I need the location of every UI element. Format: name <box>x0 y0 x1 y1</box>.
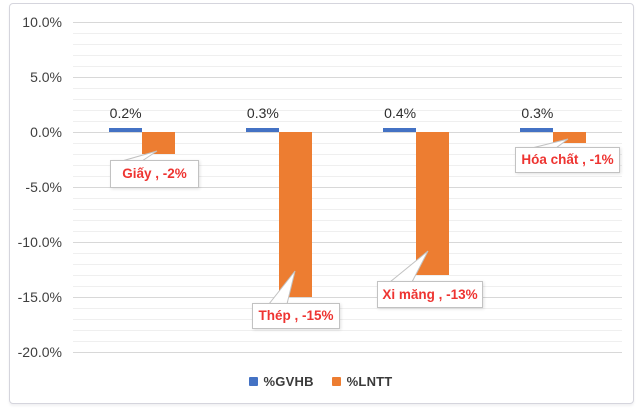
bar-lntt-giay <box>141 132 175 154</box>
bar-value-label-giay: 0.2% <box>109 105 142 121</box>
legend-item-gvhb: %GVHB <box>248 373 314 389</box>
bar-lntt-xi-mang <box>416 132 450 275</box>
gvhb-swatch-icon <box>248 376 258 386</box>
bar-lntt-hoa-chat <box>553 132 587 143</box>
legend-item-lntt: %LNTT <box>331 373 393 389</box>
y-tick-label: 0.0% <box>30 124 62 140</box>
bar-value-label-thep: 0.3% <box>246 105 279 121</box>
chart-frame <box>9 3 634 404</box>
bar-value-label-xi-mang: 0.4% <box>384 105 417 121</box>
bar-gvhb-thep <box>245 128 279 132</box>
y-tick-label: -5.0% <box>25 179 62 195</box>
callout-xi-mang: Xi măng , -13% <box>377 281 483 308</box>
legend-label-lntt: %LNTT <box>346 373 393 389</box>
y-tick-label: -15.0% <box>17 289 62 305</box>
y-tick-label: 10.0% <box>22 14 62 30</box>
y-tick-label: -10.0% <box>17 234 62 250</box>
legend: %GVHB %LNTT <box>9 371 632 391</box>
bar-gvhb-xi-mang <box>383 128 417 132</box>
bar-gvhb-giay <box>108 128 142 132</box>
legend-label-gvhb: %GVHB <box>263 373 314 389</box>
y-tick-label: 5.0% <box>30 69 62 85</box>
y-tick-label: -20.0% <box>17 344 62 360</box>
lntt-swatch-icon <box>331 376 341 386</box>
callout-hoa-chat: Hóa chất , -1% <box>515 147 620 173</box>
bar-gvhb-hoa-chat <box>520 128 554 132</box>
bar-lntt-thep <box>278 132 312 297</box>
bar-value-label-hoa-chat: 0.3% <box>521 105 554 121</box>
callout-giay: Giấy , -2% <box>110 160 199 188</box>
callout-thep: Thép , -15% <box>252 303 340 329</box>
